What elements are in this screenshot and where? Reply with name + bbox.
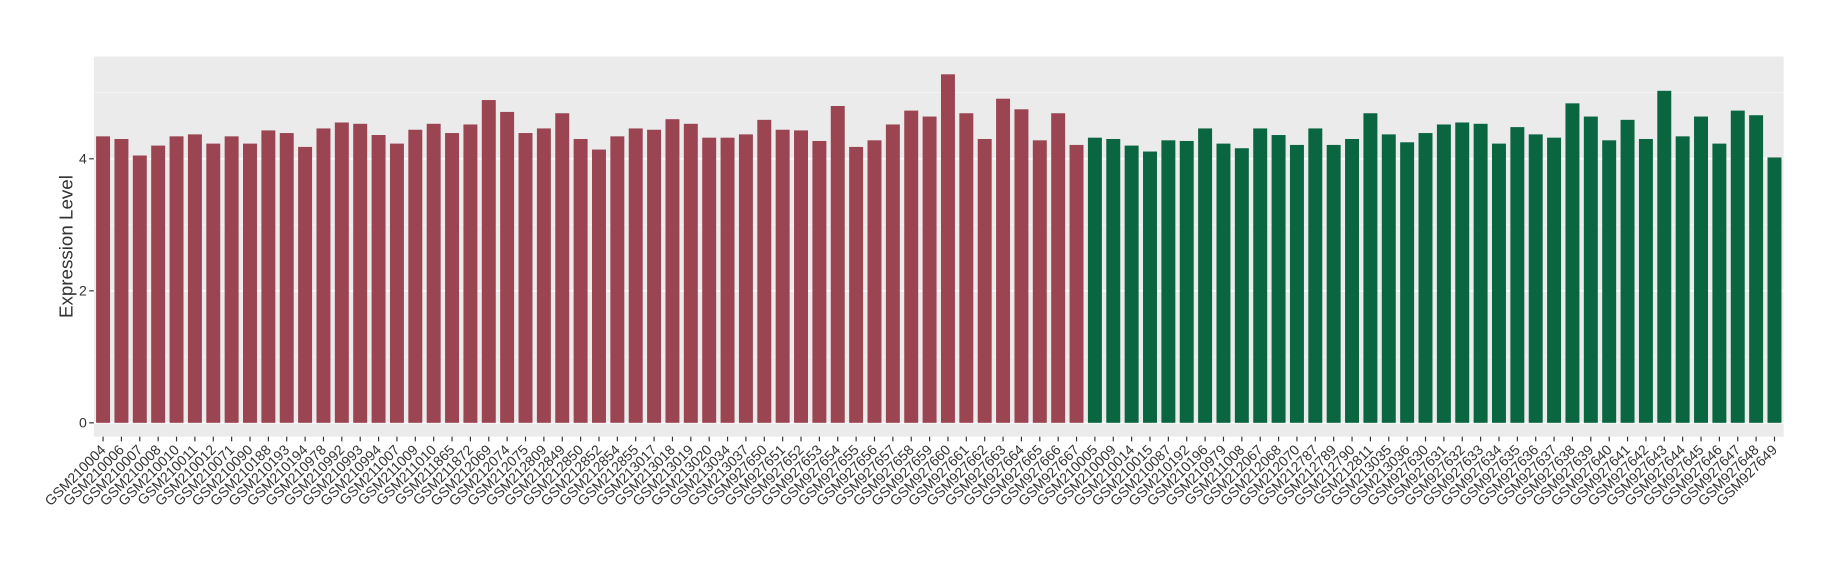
bar — [353, 123, 368, 423]
bar — [1198, 128, 1213, 423]
bar — [1767, 157, 1782, 423]
bar — [555, 113, 570, 423]
bar — [757, 119, 772, 423]
bar — [1143, 151, 1157, 423]
bar — [1455, 122, 1470, 423]
bar — [665, 119, 680, 423]
bar — [1234, 148, 1249, 423]
bar — [114, 138, 129, 423]
bar — [316, 128, 331, 423]
bar — [426, 123, 441, 423]
bar — [573, 138, 588, 423]
bar — [1620, 119, 1635, 423]
bar — [96, 136, 111, 423]
bar — [1087, 137, 1102, 423]
bar — [867, 140, 882, 423]
bar — [628, 128, 643, 423]
bar — [1473, 123, 1488, 423]
y-tick-label: 4 — [79, 150, 87, 166]
bar — [1326, 144, 1341, 423]
bar — [500, 111, 515, 423]
bar — [1069, 144, 1084, 423]
bar — [1602, 140, 1617, 423]
bar — [1363, 113, 1378, 423]
bar — [1253, 128, 1268, 423]
bar — [1345, 138, 1360, 423]
bar — [206, 143, 221, 423]
bar — [1749, 115, 1764, 423]
bar — [518, 133, 533, 423]
bar — [151, 145, 166, 423]
bar — [977, 138, 992, 423]
bar — [243, 143, 257, 423]
bar — [1436, 124, 1451, 423]
bar — [794, 130, 808, 423]
bar — [463, 124, 478, 423]
bar — [849, 146, 864, 423]
bar — [959, 113, 974, 423]
bar — [812, 140, 827, 423]
bar — [224, 136, 239, 423]
bar — [1179, 140, 1194, 423]
bar — [169, 136, 184, 423]
bar — [408, 129, 423, 423]
bar — [922, 116, 937, 423]
bar — [647, 129, 662, 423]
bar — [1161, 140, 1176, 423]
bar — [940, 74, 955, 423]
bar — [1657, 90, 1672, 423]
bar — [445, 133, 460, 423]
bar — [610, 136, 625, 423]
bar — [1712, 143, 1727, 423]
bar — [592, 149, 606, 423]
bar — [389, 143, 404, 423]
bar — [996, 98, 1011, 423]
bar — [1271, 135, 1286, 423]
bar — [1014, 109, 1029, 423]
bar — [1492, 143, 1506, 423]
bar — [536, 128, 551, 423]
bar — [1510, 127, 1525, 423]
bar — [1694, 116, 1708, 423]
bar — [1638, 138, 1653, 423]
y-tick-label: 0 — [79, 415, 87, 431]
bar — [1547, 137, 1562, 423]
bar — [1124, 145, 1139, 423]
bar — [298, 146, 313, 423]
bar — [334, 122, 349, 423]
bar — [683, 123, 698, 423]
bar — [738, 134, 753, 423]
bar — [261, 130, 276, 423]
bar — [1675, 136, 1690, 423]
bar — [1106, 138, 1121, 423]
bar — [702, 137, 717, 423]
bar — [1730, 110, 1745, 423]
bar — [1051, 113, 1066, 423]
bar — [132, 155, 147, 423]
bar — [1400, 142, 1415, 423]
bar — [1418, 133, 1433, 423]
bar — [775, 129, 790, 423]
bar — [1565, 103, 1580, 423]
bar — [1216, 143, 1231, 423]
bar — [187, 134, 202, 423]
bar — [1289, 144, 1304, 423]
bar — [371, 135, 386, 423]
bar — [279, 133, 294, 423]
bar — [1381, 134, 1396, 423]
bar — [830, 105, 845, 423]
bar — [720, 137, 735, 423]
bar — [1528, 134, 1543, 423]
bar — [1583, 116, 1598, 423]
bar — [885, 124, 900, 423]
bar — [481, 100, 496, 423]
bar — [904, 110, 919, 423]
y-tick-label: 2 — [79, 283, 87, 299]
bar — [1032, 140, 1047, 423]
y-axis-label: Expression Level — [56, 175, 77, 318]
bar — [1308, 128, 1323, 423]
